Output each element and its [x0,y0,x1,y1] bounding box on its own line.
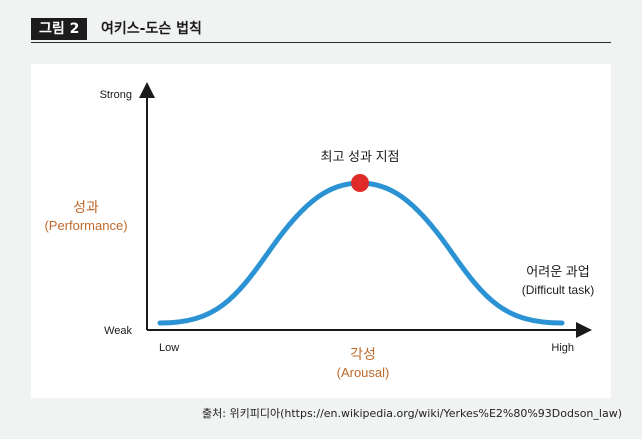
y-axis-bottom-label: Weak [104,325,132,337]
y-axis-title-ko: 성과 [73,199,99,215]
y-axis-title-en: (Performance) [44,218,127,233]
x-axis-left-label: Low [159,342,179,354]
figure-title: 여키스-도슨 법칙 [101,21,202,37]
x-axis-right-label: High [551,342,574,354]
x-axis-title-ko: 각성 [350,346,376,362]
diagram-panel [31,64,611,398]
x-axis-title-en: (Arousal) [337,365,390,380]
figure-header: 그림 2 여키스-도슨 법칙 [31,18,611,44]
y-axis-top-label: Strong [100,89,132,101]
figure-label: 그림 2 [31,18,88,40]
header-rule [31,42,611,43]
difficult-task-label-ko: 어려운 과업 [526,264,589,279]
source-citation: 출처: 위키피디아(https://en.wikipedia.org/wiki/… [202,407,622,420]
difficult-task-label-en: (Difficult task) [522,283,594,297]
peak-marker [351,174,369,192]
peak-label: 최고 성과 지점 [321,149,400,164]
performance-curve [157,180,565,326]
